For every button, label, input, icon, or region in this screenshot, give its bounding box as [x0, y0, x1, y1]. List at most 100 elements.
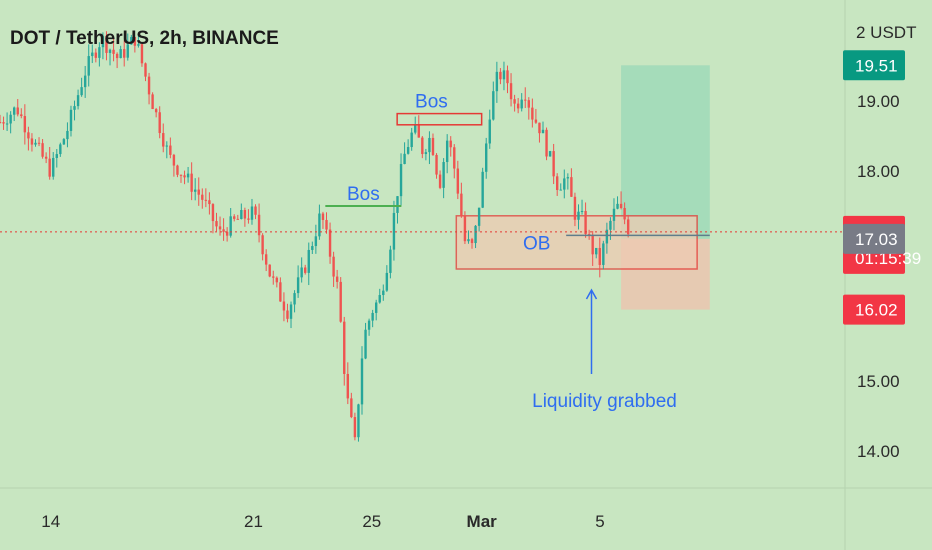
candle-body: [154, 109, 158, 113]
chart-title: DOT / TetherUS, 2h, BINANCE: [10, 28, 279, 49]
candle-body: [197, 189, 200, 195]
candle-body: [417, 124, 420, 138]
candle-body: [374, 302, 378, 313]
candle-body: [619, 203, 623, 208]
candle-body: [534, 119, 538, 123]
candle-body: [453, 147, 456, 169]
candle-body: [225, 231, 229, 236]
candle-body: [201, 194, 204, 200]
candle-body: [76, 95, 80, 107]
candle-body: [378, 295, 381, 303]
candle-body: [20, 114, 23, 117]
candle-body: [538, 122, 541, 134]
candle-body: [325, 219, 328, 230]
candle-body: [332, 256, 335, 277]
candle-body: [37, 142, 41, 144]
candle-body: [66, 130, 69, 140]
candle-body: [353, 417, 357, 438]
candle-body: [609, 220, 612, 230]
candle-body: [272, 276, 275, 278]
candle-body: [428, 137, 431, 153]
candle-body: [12, 107, 16, 115]
candle-body: [151, 94, 154, 110]
candle-body: [555, 176, 559, 190]
candle-body: [552, 151, 555, 177]
x-tick-label: 21: [244, 512, 263, 531]
candle-body: [435, 154, 438, 175]
candle-body: [147, 76, 151, 95]
ob-label: OB: [523, 233, 550, 254]
candle-body: [48, 158, 51, 177]
candle-body: [463, 216, 467, 242]
candle-body: [499, 71, 502, 80]
candle-body: [236, 218, 239, 220]
candle-body: [350, 398, 353, 418]
candle-body: [502, 70, 506, 80]
candle-body: [346, 373, 350, 399]
x-tick-label: 5: [595, 512, 604, 531]
candle-body: [293, 293, 296, 305]
candle-body: [474, 225, 477, 244]
x-tick-label: Mar: [467, 512, 498, 531]
candle-body: [211, 204, 215, 222]
candle-body: [328, 229, 332, 257]
liquidity-arrow-head: [585, 288, 598, 300]
candle-body: [414, 124, 417, 133]
candle-body: [513, 99, 516, 104]
candle-body: [112, 49, 115, 54]
candle-body: [406, 147, 410, 154]
liquidity-label: Liquidity grabbed: [532, 391, 677, 412]
candle-body: [470, 239, 474, 244]
ob-zone: [455, 215, 698, 270]
candle-body: [598, 247, 601, 265]
candle-body: [176, 165, 179, 175]
candle-body: [240, 209, 243, 220]
candle-body: [321, 213, 325, 220]
price-badge-label: 16.02: [855, 301, 898, 320]
candle-body: [101, 35, 105, 48]
candle-body: [229, 216, 232, 236]
candle-body: [421, 137, 424, 155]
candle-body: [495, 71, 499, 92]
candle-body: [286, 310, 289, 319]
candle-body: [612, 208, 616, 221]
candle-body: [364, 329, 367, 359]
y-tick-label: 19.00: [857, 92, 900, 111]
candle-body: [527, 100, 531, 108]
candle-body: [566, 177, 570, 179]
candle-body: [541, 129, 545, 134]
candle-body: [275, 277, 279, 283]
candle-body: [570, 177, 573, 197]
candle-body: [27, 132, 30, 139]
candle-body: [279, 282, 282, 302]
candle-body: [165, 145, 169, 147]
candle-body: [307, 249, 310, 273]
candle-body: [485, 143, 488, 172]
candle-body: [130, 37, 133, 45]
candle-body: [87, 56, 90, 76]
candle-body: [264, 254, 268, 265]
y-tick-label: 18.00: [857, 162, 900, 181]
candle-body: [520, 99, 523, 109]
candle-body: [204, 199, 208, 201]
candle-body: [247, 218, 250, 220]
candle-body: [300, 267, 303, 278]
candle-body: [335, 276, 339, 282]
candle-body: [44, 156, 48, 159]
candle-body: [144, 63, 147, 77]
candle-body: [304, 267, 307, 273]
candle-body: [140, 44, 144, 64]
candle-body: [449, 140, 452, 148]
candle-body: [2, 122, 5, 124]
candle-body: [605, 229, 609, 244]
candle-body: [389, 249, 392, 273]
candle-body: [23, 116, 27, 133]
candle-body: [91, 52, 94, 57]
candle-body: [382, 290, 385, 296]
candle-body: [233, 216, 236, 219]
candle-body: [587, 234, 591, 236]
candle-body: [16, 107, 19, 115]
candle-body: [119, 49, 122, 59]
candle-body: [193, 189, 197, 192]
